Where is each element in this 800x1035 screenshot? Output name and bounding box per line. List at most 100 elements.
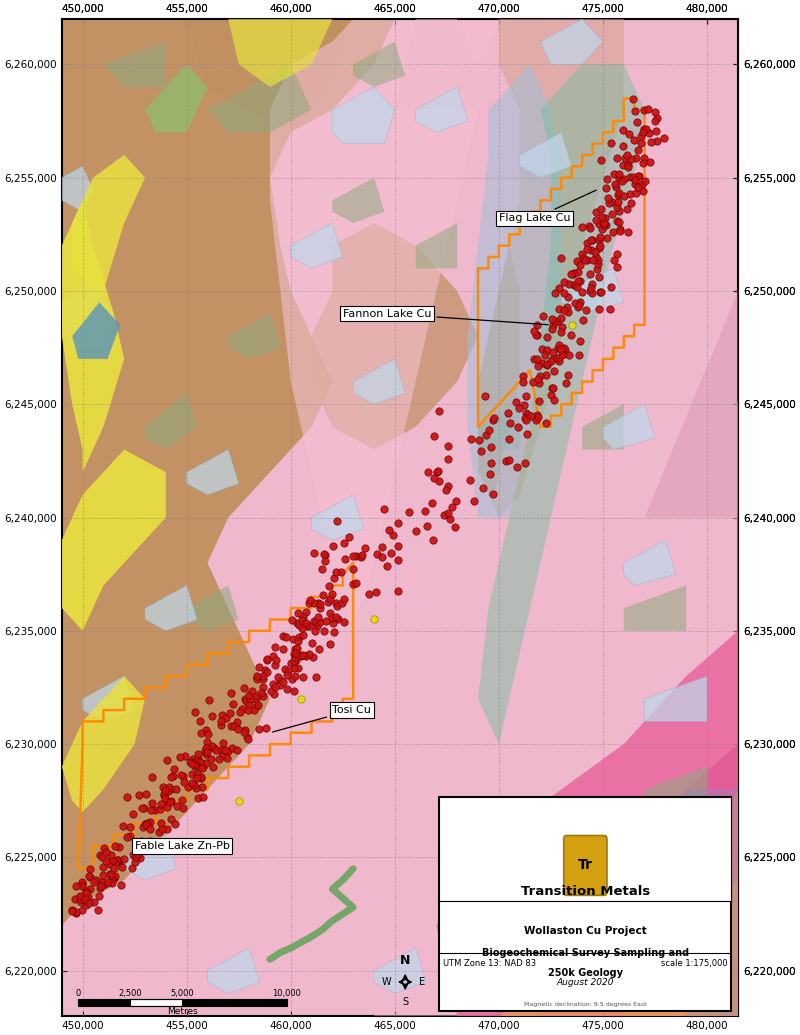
Text: Metres: Metres (167, 1007, 198, 1015)
Point (527, 375, 540, 391)
Point (613, 166, 626, 182)
Point (616, 138, 629, 154)
Point (290, 640, 303, 656)
Point (243, 692, 256, 709)
Point (108, 868, 121, 885)
Polygon shape (374, 948, 426, 994)
Point (612, 214, 625, 231)
Point (610, 178, 622, 195)
Point (240, 692, 253, 709)
Text: Fannon Lake Cu: Fannon Lake Cu (342, 308, 548, 325)
Point (598, 215, 610, 232)
Point (637, 154, 650, 171)
Point (617, 122, 630, 139)
Point (584, 241, 597, 258)
Point (590, 261, 603, 277)
Point (620, 201, 633, 217)
Point (146, 769, 158, 786)
Point (592, 256, 605, 272)
Point (556, 346, 569, 362)
Point (161, 799, 174, 816)
Point (330, 512, 343, 529)
Point (617, 156, 630, 173)
Point (392, 552, 405, 568)
Point (173, 834, 186, 851)
Point (93, 888, 106, 905)
Point (307, 613, 320, 629)
Point (139, 786, 152, 802)
Polygon shape (62, 19, 394, 925)
Point (123, 819, 136, 835)
Point (277, 627, 290, 644)
Point (94, 878, 107, 894)
Point (290, 615, 303, 631)
Point (626, 169, 639, 185)
Point (102, 874, 114, 890)
Polygon shape (437, 630, 738, 1016)
Point (612, 187, 625, 204)
FancyBboxPatch shape (439, 797, 731, 901)
Point (577, 312, 590, 328)
Point (288, 682, 301, 699)
Point (350, 548, 362, 564)
Point (278, 661, 291, 678)
Polygon shape (666, 812, 728, 857)
Point (257, 668, 270, 684)
Point (616, 173, 629, 189)
Point (129, 854, 142, 870)
Point (532, 358, 545, 375)
Point (111, 852, 124, 868)
Point (186, 750, 199, 767)
Point (241, 729, 254, 745)
Point (486, 485, 499, 502)
Polygon shape (124, 834, 176, 880)
Point (518, 396, 530, 413)
Point (634, 127, 647, 144)
Point (632, 168, 645, 184)
Polygon shape (374, 19, 738, 1016)
Point (513, 401, 526, 417)
Point (193, 713, 206, 730)
Point (154, 796, 167, 812)
Point (367, 612, 380, 628)
Point (288, 660, 301, 677)
Point (330, 594, 342, 611)
Point (290, 652, 302, 669)
Point (207, 740, 220, 757)
Polygon shape (186, 449, 238, 495)
Point (410, 523, 422, 539)
Point (274, 672, 286, 688)
Point (527, 323, 540, 339)
Point (510, 394, 522, 411)
Point (194, 769, 207, 786)
Polygon shape (270, 19, 499, 630)
Point (558, 342, 571, 358)
Point (79, 891, 92, 908)
Point (306, 649, 319, 666)
Point (186, 775, 198, 792)
Point (267, 648, 280, 664)
Point (88, 874, 101, 890)
Point (280, 668, 293, 684)
Point (613, 170, 626, 186)
Polygon shape (416, 223, 458, 268)
Text: N: N (400, 954, 410, 968)
Point (622, 158, 634, 175)
Point (308, 595, 321, 612)
Point (129, 849, 142, 865)
Point (217, 735, 230, 751)
Point (281, 680, 294, 697)
Point (636, 176, 649, 193)
Point (602, 195, 615, 211)
Point (327, 615, 340, 631)
Point (137, 841, 150, 858)
Point (552, 313, 565, 329)
Point (548, 392, 561, 409)
Point (554, 341, 567, 357)
Point (613, 185, 626, 202)
Text: Biogeochemical Survey Sampling and: Biogeochemical Survey Sampling and (482, 948, 689, 958)
Point (165, 810, 178, 827)
Point (619, 149, 632, 166)
Point (338, 614, 350, 630)
Point (167, 761, 180, 777)
